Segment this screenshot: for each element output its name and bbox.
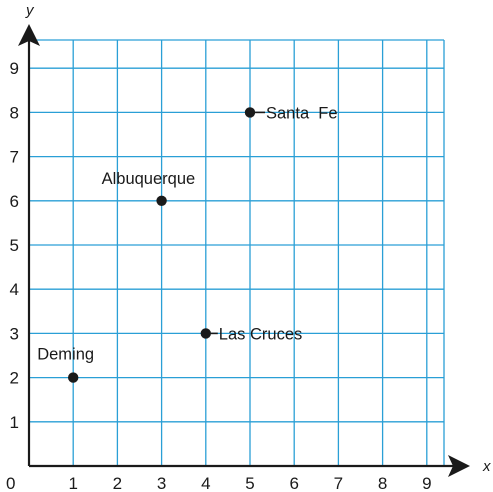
x-axis-label: x <box>482 458 491 475</box>
y-tick-label: 9 <box>10 59 19 78</box>
x-axis-arrowhead <box>448 455 470 477</box>
point-label: Santa Fe <box>266 104 338 122</box>
point-label: Las Cruces <box>219 325 302 343</box>
y-tick-label: 3 <box>10 324 19 343</box>
y-tick-label: 6 <box>10 192 19 211</box>
x-tick-label: 2 <box>113 474 122 492</box>
y-tick-label: 5 <box>10 236 19 255</box>
y-axis-label: y <box>25 2 35 19</box>
x-tick-label: 6 <box>289 474 298 492</box>
origin-label: 0 <box>6 474 15 492</box>
axes <box>18 24 470 477</box>
x-tick-label: 4 <box>201 474 210 492</box>
x-tick-label: 9 <box>422 474 431 492</box>
x-tick-label: 5 <box>245 474 254 492</box>
y-tick-label: 8 <box>10 103 19 122</box>
data-point <box>68 372 79 383</box>
y-tick-label: 7 <box>10 148 19 167</box>
y-tick-label: 2 <box>10 369 19 388</box>
x-tick-label: 3 <box>157 474 166 492</box>
x-tick-label: 8 <box>378 474 387 492</box>
y-tick-label: 1 <box>10 413 19 432</box>
point-label: Albuquerque <box>102 170 196 188</box>
x-tick-label: 7 <box>334 474 343 492</box>
point-label: Deming <box>37 346 94 364</box>
data-point <box>156 195 167 206</box>
data-points: Deming Albuquerque Las Cruces Santa Fe <box>37 104 338 383</box>
y-tick-labels: 1 2 3 4 5 6 7 8 9 <box>10 59 19 432</box>
x-tick-label: 1 <box>68 474 77 492</box>
data-point <box>244 107 256 118</box>
grid-lines <box>29 39 445 466</box>
y-tick-label: 4 <box>10 280 19 299</box>
x-tick-labels: 1 2 3 4 5 6 7 8 9 <box>68 474 431 492</box>
data-point <box>200 328 211 339</box>
y-axis-arrowhead <box>18 24 40 46</box>
